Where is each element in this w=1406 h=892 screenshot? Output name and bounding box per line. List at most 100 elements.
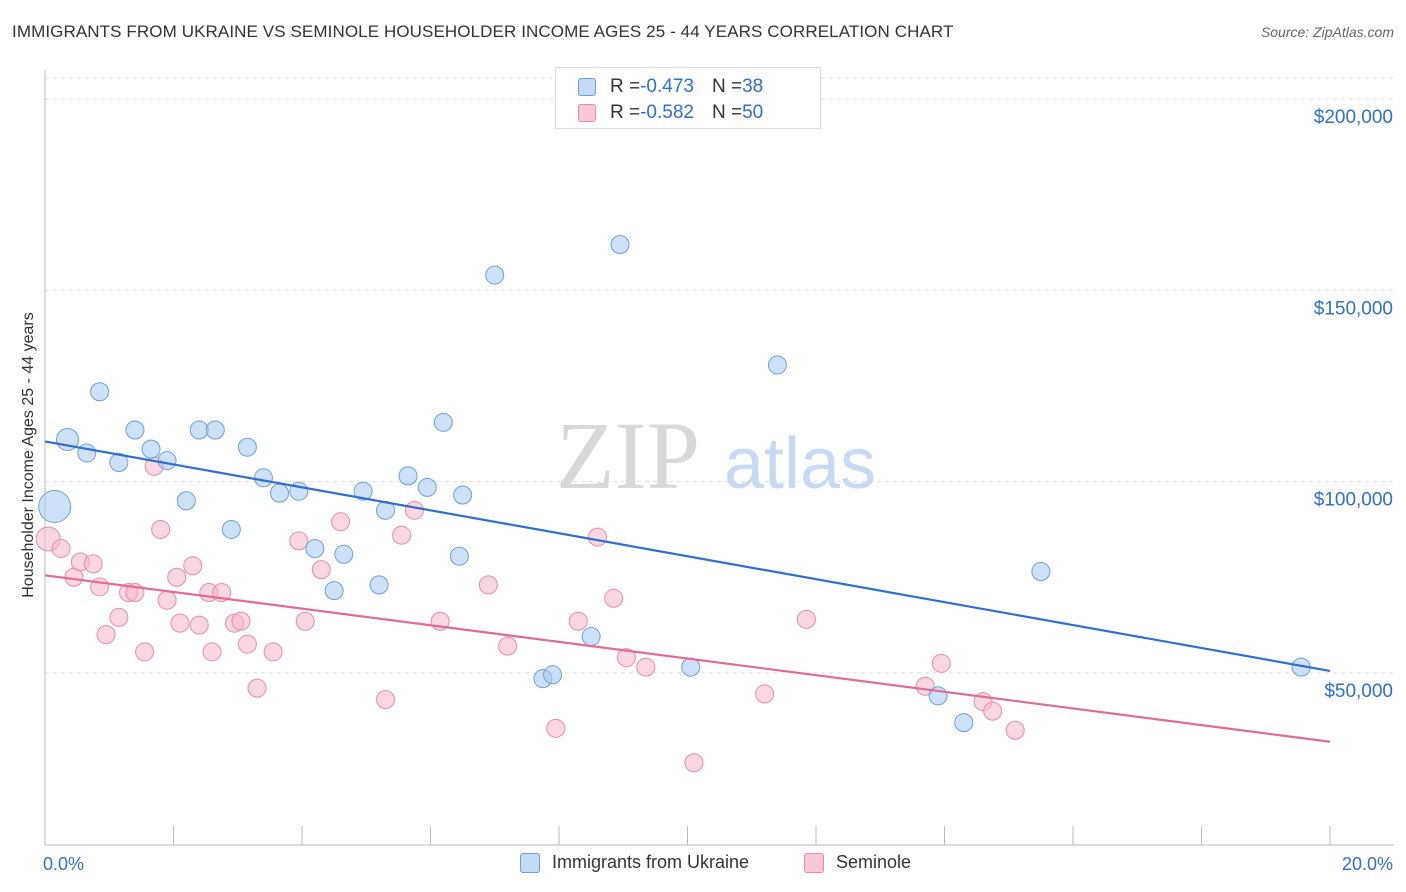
- data-point-ukraine: [369, 575, 389, 595]
- bottom-legend-swatch-ukraine: [520, 852, 540, 873]
- data-point-ukraine: [353, 481, 373, 501]
- data-point-seminole: [170, 613, 190, 633]
- data-point-seminole: [289, 531, 309, 551]
- data-point-seminole: [109, 607, 129, 627]
- legend-swatch-ukraine: [578, 78, 596, 96]
- legend-row-ukraine: R = -0.473 N = 38: [578, 75, 763, 99]
- data-point-seminole: [604, 588, 624, 608]
- tick-labels: $50,000 $100,000 $150,000 $200,000 0.0% 20.0%: [43, 107, 1393, 874]
- data-point-ukraine: [157, 451, 177, 471]
- data-point-ukraine: [77, 443, 97, 463]
- data-point-ukraine: [176, 491, 196, 511]
- data-point-seminole: [183, 556, 203, 576]
- data-point-seminole: [311, 560, 331, 580]
- y-tick-label: $100,000: [1314, 490, 1393, 511]
- data-point-ukraine: [954, 713, 974, 733]
- watermark: ZIP atlas: [556, 402, 876, 509]
- data-point-ukraine: [253, 468, 273, 488]
- data-point-seminole: [83, 554, 103, 574]
- data-point-ukraine: [453, 485, 473, 505]
- x-tick-label: 20.0%: [1342, 854, 1393, 874]
- bottom-legend-swatch-seminole: [804, 852, 824, 873]
- data-point-seminole: [546, 718, 566, 738]
- data-point-seminole: [96, 625, 116, 645]
- watermark-zip: ZIP: [556, 402, 700, 509]
- bottom-legend-label-ukraine: Immigrants from Ukraine: [552, 852, 750, 872]
- data-point-seminole: [167, 567, 187, 587]
- bottom-legend: Immigrants from Ukraine Seminole: [0, 852, 1406, 876]
- data-point-ukraine: [125, 420, 145, 440]
- data-point-seminole: [202, 642, 222, 662]
- legend-box: R = -0.473 N = 38 R = -0.582 N = 50: [555, 67, 821, 129]
- data-point-seminole: [588, 527, 608, 547]
- data-point-ukraine: [767, 355, 787, 375]
- trend-lines: [44, 440, 1331, 743]
- trend-line-ukraine: [44, 440, 1331, 673]
- bottom-legend-label-seminole: Seminole: [836, 852, 912, 872]
- data-point-seminole: [51, 539, 71, 559]
- data-point-ukraine: [324, 581, 344, 601]
- y-axis-label: Householder Income Ages 25 - 44 years: [20, 312, 37, 598]
- data-point-ukraine: [449, 546, 469, 566]
- data-point-ukraine: [398, 466, 418, 486]
- data-point-ukraine: [38, 489, 72, 523]
- y-tick-label: $150,000: [1314, 298, 1393, 319]
- legend-r-value-seminole: -0.582: [640, 102, 694, 123]
- data-point-seminole: [237, 634, 257, 654]
- data-point-seminole: [404, 500, 424, 520]
- data-point-seminole: [189, 615, 209, 635]
- data-point-ukraine: [334, 544, 354, 564]
- y-tick-label: $50,000: [1324, 681, 1393, 702]
- data-point-ukraine: [581, 627, 601, 647]
- data-point-seminole: [135, 642, 155, 662]
- legend-n-value-ukraine: 38: [742, 76, 764, 97]
- data-point-seminole: [247, 678, 267, 698]
- y-tick-label: $200,000: [1314, 107, 1393, 128]
- data-point-ukraine: [543, 665, 563, 685]
- data-point-ukraine: [305, 539, 325, 559]
- chart-title: IMMIGRANTS FROM UKRAINE VS SEMINOLE HOUS…: [12, 22, 954, 41]
- data-point-seminole: [231, 611, 251, 631]
- data-point-ukraine: [270, 483, 290, 503]
- data-point-seminole: [392, 525, 412, 545]
- data-point-ukraine: [417, 477, 437, 497]
- data-point-seminole: [263, 642, 283, 662]
- data-point-seminole: [1005, 720, 1025, 740]
- data-point-seminole: [151, 519, 171, 539]
- data-point-ukraine: [141, 439, 161, 459]
- data-point-seminole: [478, 575, 498, 595]
- x-tick-label: 0.0%: [43, 854, 84, 874]
- data-point-ukraine: [485, 265, 505, 285]
- data-point-seminole: [616, 648, 636, 668]
- series-seminole-points: [35, 456, 1025, 773]
- legend-swatch-seminole: [578, 104, 596, 122]
- data-point-ukraine: [109, 453, 129, 472]
- grid-lines: [45, 77, 1394, 674]
- data-point-ukraine: [1031, 562, 1051, 582]
- data-point-seminole: [331, 512, 351, 532]
- bottom-legend-seminole: Seminole: [804, 852, 911, 873]
- data-point-seminole: [498, 636, 518, 656]
- legend-n-value-seminole: 50: [742, 102, 764, 123]
- data-point-seminole: [755, 684, 775, 704]
- legend-row-seminole: R = -0.582 N = 50: [578, 101, 763, 125]
- data-point-seminole: [931, 653, 951, 673]
- data-point-seminole: [796, 609, 816, 629]
- axes: [44, 70, 1394, 846]
- legend-r-label: R =: [610, 102, 641, 123]
- data-point-seminole: [157, 590, 177, 610]
- data-point-ukraine: [610, 234, 630, 254]
- data-point-seminole: [983, 701, 1003, 721]
- series-ukraine-points: [38, 234, 1311, 733]
- data-point-ukraine: [205, 420, 225, 440]
- data-point-seminole: [376, 690, 396, 710]
- chart-source: Source: ZipAtlas.com: [1260, 24, 1394, 40]
- data-point-ukraine: [90, 382, 110, 402]
- data-point-ukraine: [237, 437, 257, 457]
- watermark-atlas: atlas: [724, 424, 876, 504]
- legend-r-label: R =: [610, 76, 641, 97]
- data-point-ukraine: [433, 412, 453, 432]
- legend-r-value-ukraine: -0.473: [640, 76, 694, 97]
- trend-line-seminole: [44, 574, 1331, 743]
- data-point-ukraine: [221, 519, 241, 539]
